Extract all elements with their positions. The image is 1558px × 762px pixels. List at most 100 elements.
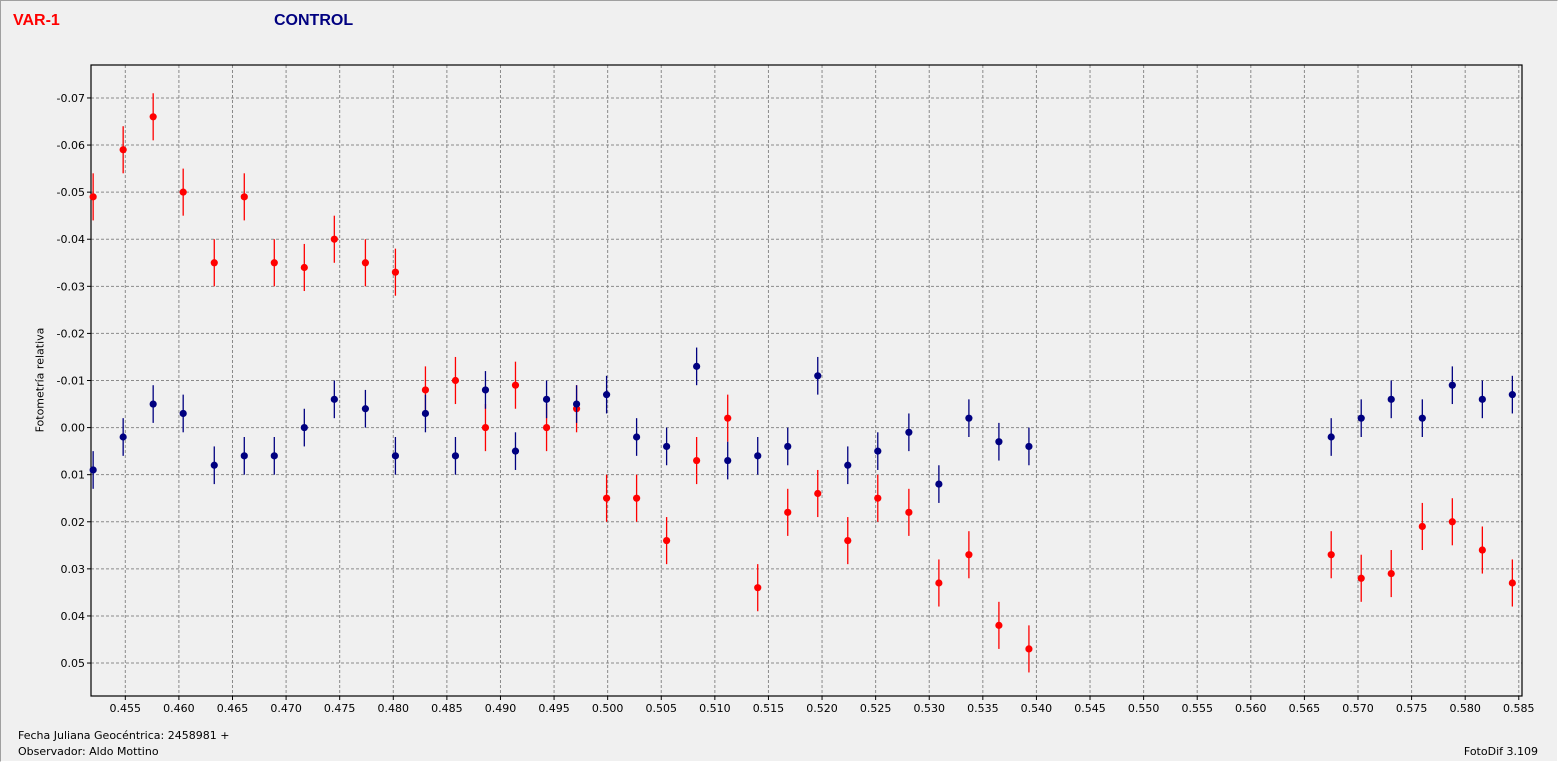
control-data-point	[361, 405, 370, 413]
x-tick-label: 0.515	[753, 702, 785, 715]
control-data-point	[1387, 395, 1395, 403]
x-tick-label: 0.470	[270, 702, 302, 715]
control-data-point	[1478, 395, 1486, 403]
y-axis-label: Fotometría relativa	[33, 327, 47, 433]
y-tick-label: -0.01	[57, 375, 85, 388]
x-tick-label: 0.540	[1021, 702, 1053, 715]
control-data-point	[935, 480, 943, 488]
version-label: FotoDif 3.109	[1463, 745, 1538, 758]
var-data-point	[270, 259, 278, 267]
x-tick-label: 0.585	[1503, 702, 1535, 715]
control-data-point	[1357, 414, 1365, 422]
x-tick-label: 0.500	[592, 702, 624, 715]
control-data-point	[421, 409, 430, 418]
var-data-point	[874, 494, 882, 502]
control-data-point	[240, 452, 248, 460]
control-data-point	[542, 395, 551, 403]
var-data-point	[1327, 551, 1335, 559]
x-tick-label: 0.475	[324, 702, 356, 715]
x-tick-label: 0.580	[1449, 702, 1481, 715]
var-data-point	[844, 537, 852, 545]
var-data-point	[935, 579, 943, 587]
control-data-point	[511, 447, 520, 455]
var-data-point	[1448, 518, 1456, 526]
control-data-point	[89, 466, 97, 474]
var-data-point	[451, 376, 460, 385]
julian-date-label: Fecha Juliana Geocéntrica: 2458981 +	[18, 729, 230, 742]
y-tick-label: 0.01	[61, 469, 86, 482]
var-data-point	[300, 263, 308, 272]
var-data-point	[149, 113, 157, 121]
var-data-point	[179, 188, 187, 196]
y-tick-label: 0.02	[61, 516, 86, 529]
x-tick-label: 0.575	[1396, 702, 1428, 715]
y-tick-label: 0.00	[61, 422, 86, 435]
var-data-point	[724, 414, 732, 422]
x-tick-label: 0.495	[538, 702, 570, 715]
y-tick-label: 0.04	[61, 610, 86, 623]
x-tick-label: 0.455	[110, 702, 142, 715]
x-tick-label: 0.505	[646, 702, 678, 715]
x-tick-label: 0.565	[1289, 702, 1321, 715]
var-data-point	[119, 146, 127, 154]
control-data-point	[814, 372, 822, 380]
control-data-point	[481, 386, 490, 394]
control-data-point	[300, 423, 308, 432]
y-tick-label: -0.06	[57, 139, 85, 152]
legend-var-label: VAR-1	[13, 12, 60, 29]
control-data-point	[844, 461, 852, 469]
x-tick-label: 0.465	[217, 702, 249, 715]
y-tick-label: -0.02	[57, 327, 85, 340]
control-data-point	[179, 409, 187, 418]
control-data-point	[693, 362, 701, 370]
x-tick-label: 0.560	[1235, 702, 1267, 715]
x-tick-label: 0.570	[1342, 702, 1374, 715]
control-data-point	[1327, 433, 1335, 441]
var-data-point	[1025, 645, 1033, 653]
y-tick-label: 0.05	[61, 657, 86, 670]
x-tick-label: 0.490	[485, 702, 517, 715]
x-tick-label: 0.485	[431, 702, 463, 715]
var-data-point	[391, 268, 400, 276]
control-data-point	[874, 447, 882, 455]
control-data-point	[784, 442, 792, 451]
var-data-point	[330, 235, 338, 243]
control-data-point	[572, 400, 581, 408]
control-data-point	[270, 452, 278, 460]
control-data-point	[149, 400, 157, 408]
x-tick-label: 0.480	[378, 702, 410, 715]
control-data-point	[391, 452, 400, 460]
y-tick-label: -0.07	[57, 92, 85, 105]
control-data-point	[1025, 442, 1033, 451]
control-data-point	[330, 395, 338, 403]
var-data-point	[814, 489, 822, 498]
var-data-point	[89, 193, 97, 201]
x-tick-label: 0.520	[806, 702, 838, 715]
var-data-point	[1508, 579, 1516, 587]
control-data-point	[663, 442, 671, 451]
control-data-point	[905, 428, 913, 436]
var-data-point	[210, 259, 218, 267]
x-tick-label: 0.510	[699, 702, 731, 715]
control-data-point	[754, 452, 762, 460]
control-data-point	[1448, 381, 1456, 389]
var-data-point	[361, 259, 370, 267]
x-tick-label: 0.535	[967, 702, 999, 715]
control-data-point	[965, 414, 973, 422]
var-data-point	[633, 494, 641, 502]
var-data-point	[421, 386, 430, 394]
var-data-point	[1418, 522, 1426, 531]
var-data-point	[754, 584, 762, 592]
y-tick-label: -0.04	[57, 233, 85, 246]
y-tick-label: 0.03	[61, 563, 86, 576]
var-data-point	[995, 621, 1003, 629]
control-data-point	[210, 461, 218, 469]
x-tick-label: 0.545	[1074, 702, 1106, 715]
var-data-point	[965, 551, 973, 559]
var-data-point	[693, 456, 701, 465]
var-data-point	[784, 508, 792, 516]
control-data-point	[451, 452, 460, 460]
control-data-point	[602, 391, 611, 399]
legend-control-label: CONTROL	[274, 12, 354, 29]
